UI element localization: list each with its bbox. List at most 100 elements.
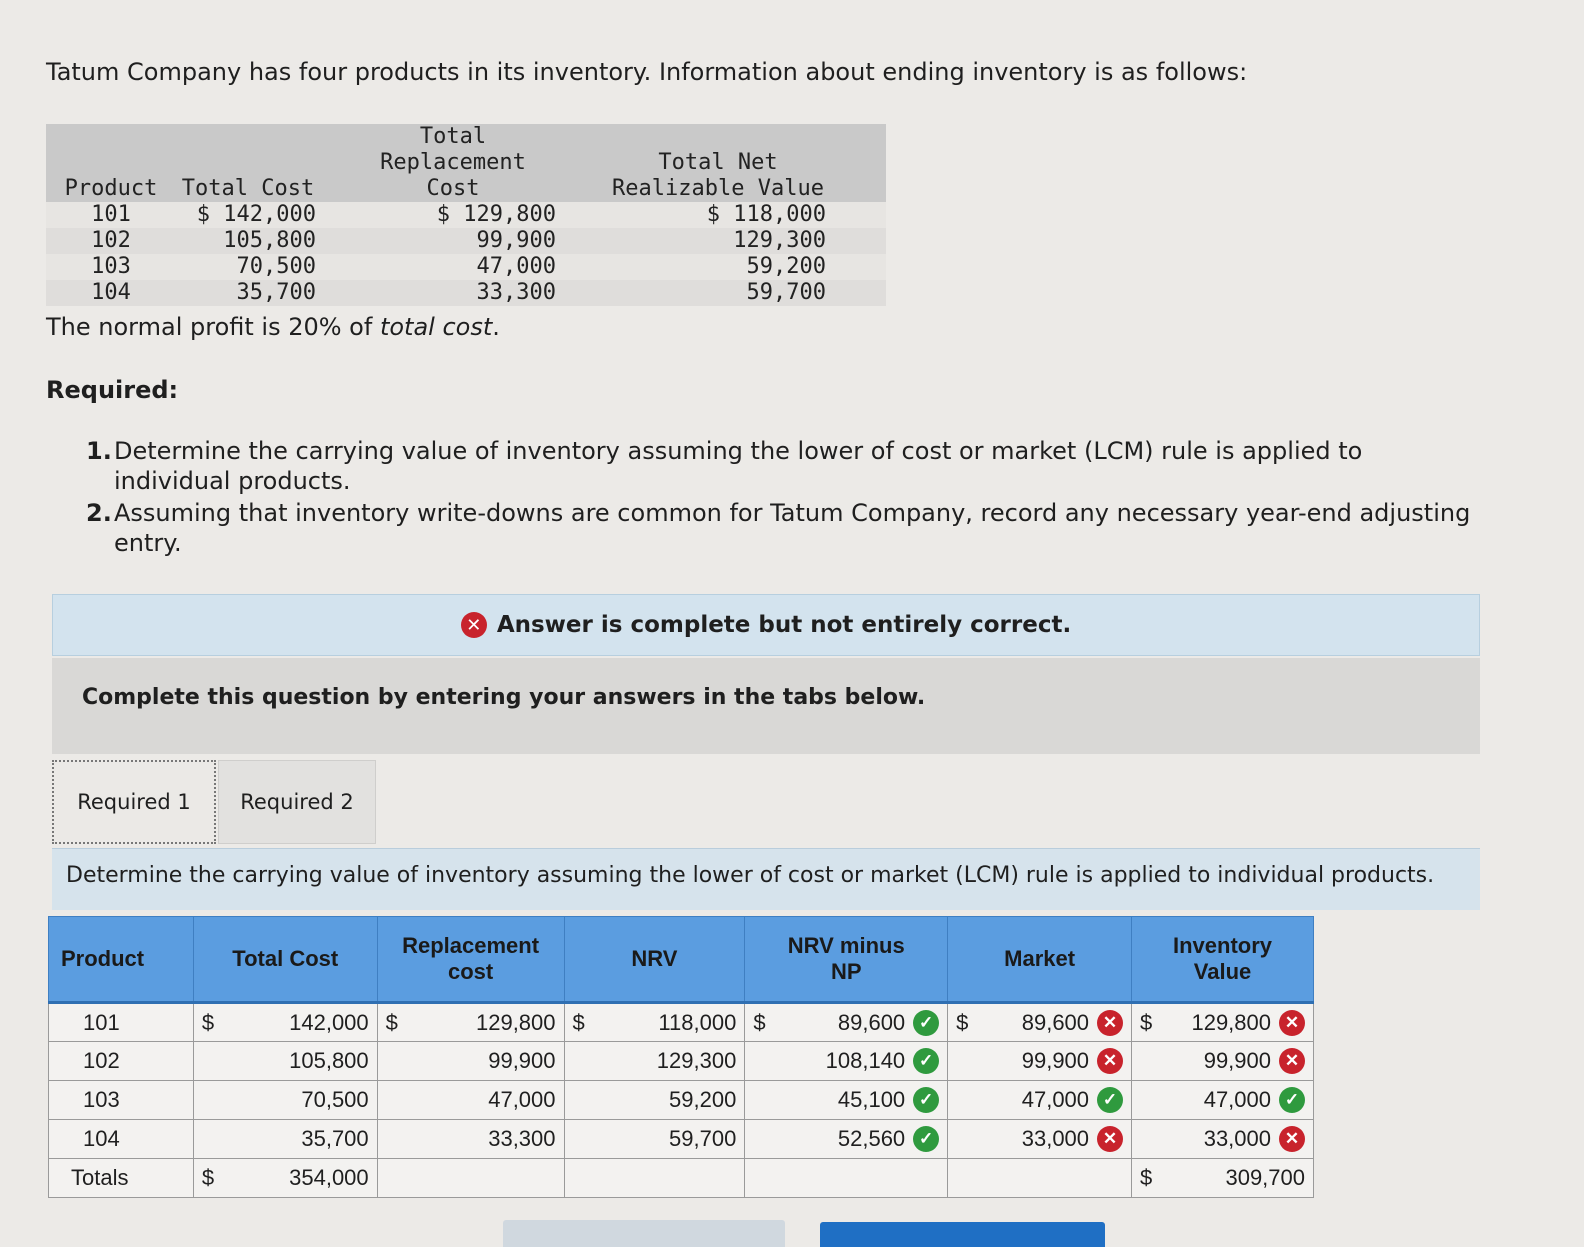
nrv-cell: 59,700 (563, 1119, 746, 1159)
given-header-nrv: Total Net Realizable Value (606, 124, 886, 202)
table-row: 101 $142,000 $129,800 $118,000 $89,600 ✓ $89,6… (48, 1002, 1314, 1042)
currency-symbol: $ (753, 1009, 766, 1035)
header-replacement-line1: Replacement (402, 933, 540, 958)
total-cost-total-value: 354,000 (289, 1165, 369, 1190)
given-nrv: $ 118,000 (606, 202, 886, 228)
prev-button[interactable] (503, 1220, 785, 1247)
next-button[interactable] (820, 1222, 1105, 1247)
replacement-cost-cell-value: 47,000 (488, 1087, 556, 1112)
product-cell: 104 (48, 1119, 194, 1159)
currency-symbol: $ (201, 1009, 215, 1035)
market-input[interactable]: $89,600 ✕ (947, 1002, 1133, 1042)
tab-label: Required 1 (77, 790, 191, 814)
market-input-value[interactable]: 47,000 (1021, 1087, 1090, 1112)
header-nrv: NRV (563, 916, 746, 1004)
normal-profit-before: The normal profit is 20% of (46, 313, 380, 341)
problem-intro: Tatum Company has four products in its i… (46, 58, 1248, 86)
nrv-cell-value: 59,700 (669, 1126, 737, 1151)
tab-required-2[interactable]: Required 2 (218, 760, 376, 844)
check-circle-icon: ✓ (913, 1009, 940, 1036)
requirement-text: Determine the carrying value of inventor… (114, 437, 1363, 495)
nrv-minus-np-input[interactable]: $89,600 ✓ (744, 1002, 949, 1042)
nrv-cell-value: 129,300 (656, 1048, 737, 1073)
given-replacement: 99,900 (346, 228, 606, 254)
header-inventory-value: Inventory Value (1131, 916, 1314, 1004)
total-cost-cell: 35,700 (192, 1119, 378, 1159)
header-replacement-cost: Replacement cost (376, 916, 565, 1004)
nrv-minus-np-input[interactable]: 45,100 ✓ (744, 1080, 949, 1120)
requirement-text: Assuming that inventory write-downs are … (114, 499, 1471, 557)
nrv-cell: $118,000 (563, 1002, 746, 1042)
inventory-value-input-value[interactable]: 33,000 (1203, 1126, 1271, 1151)
given-header-product: Product (46, 124, 176, 202)
inventory-value-input[interactable]: 99,900 ✕ (1131, 1041, 1314, 1081)
required-heading: Required: (46, 376, 179, 404)
inventory-value-input-value[interactable]: 47,000 (1203, 1087, 1271, 1112)
nrv-minus-np-input-value[interactable]: 45,100 (837, 1087, 906, 1112)
given-row: 101 $ 142,000 $ 129,800 $ 118,000 (46, 202, 886, 228)
tab-instruction: Determine the carrying value of inventor… (52, 848, 1480, 910)
inventory-value-input-value[interactable]: 129,800 (1191, 1009, 1271, 1035)
total-cost-cell-value: 142,000 (289, 1009, 369, 1035)
inventory-value-total: $309,700 (1131, 1158, 1314, 1198)
totals-row: Totals $354,000 $309,700 (48, 1158, 1314, 1198)
given-product: 102 (46, 228, 176, 254)
header-inventory-line1: Inventory (1173, 933, 1273, 958)
check-circle-icon: ✓ (913, 1048, 940, 1074)
check-circle-icon: ✓ (1279, 1087, 1305, 1113)
given-nrv: 59,200 (606, 254, 886, 280)
nrv-minus-np-input-value[interactable]: 108,140 (825, 1048, 906, 1073)
market-input-value[interactable]: 99,900 (1021, 1048, 1090, 1073)
header-inventory-line2: Value (1193, 959, 1252, 984)
nrv-minus-np-input[interactable]: 52,560 ✓ (744, 1119, 949, 1159)
given-nrv: 129,300 (606, 228, 886, 254)
nrv-cell-value: 118,000 (658, 1009, 737, 1035)
check-circle-icon: ✓ (913, 1126, 940, 1152)
x-circle-icon: ✕ (1279, 1126, 1305, 1152)
given-header-row: Product Total Cost Total Replacement Cost… (46, 124, 886, 202)
market-input[interactable]: 99,900 ✕ (947, 1041, 1133, 1081)
product-cell: 103 (48, 1080, 194, 1120)
result-banner-text: Answer is complete but not entirely corr… (496, 612, 1072, 638)
currency-symbol: $ (1140, 1009, 1153, 1035)
lcm-answer-table: Product Total Cost Replacement cost NRV N… (48, 916, 1314, 1198)
nrv-minus-np-input[interactable]: 108,140 ✓ (744, 1041, 949, 1081)
check-circle-icon: ✓ (913, 1087, 940, 1113)
market-input-value[interactable]: 33,000 (1021, 1126, 1090, 1151)
given-replacement: 47,000 (346, 254, 606, 280)
market-input[interactable]: 47,000 ✓ (947, 1080, 1133, 1120)
nrv-cell: 59,200 (563, 1080, 746, 1120)
currency-symbol: $ (572, 1009, 585, 1035)
nrv-total (563, 1158, 746, 1198)
total-cost-total: $354,000 (192, 1158, 378, 1198)
x-circle-icon: ✕ (1279, 1048, 1305, 1074)
nrv-cell-value: 59,200 (669, 1087, 737, 1112)
inventory-value-input[interactable]: 47,000 ✓ (1131, 1080, 1314, 1120)
requirement-item: 2. Assuming that inventory write-downs a… (86, 498, 1486, 558)
header-product: Product (48, 916, 194, 1004)
given-header-total-cost: Total Cost (176, 124, 346, 202)
x-circle-icon: ✕ (1279, 1009, 1305, 1036)
given-total-cost: $ 142,000 (176, 202, 346, 228)
given-replacement: $ 129,800 (346, 202, 606, 228)
nrv-minus-np-input-value[interactable]: 52,560 (837, 1126, 906, 1151)
market-input-value[interactable]: 89,600 (1021, 1009, 1090, 1035)
x-circle-icon: ✕ (460, 612, 487, 638)
total-cost-cell: 70,500 (192, 1080, 378, 1120)
market-input[interactable]: 33,000 ✕ (947, 1119, 1133, 1159)
tab-required-1[interactable]: Required 1 (52, 760, 216, 844)
inventory-value-input-value[interactable]: 99,900 (1203, 1048, 1271, 1073)
market-total (947, 1158, 1133, 1198)
nrv-minus-np-input-value[interactable]: 89,600 (837, 1009, 906, 1035)
product-cell: 101 (48, 1002, 194, 1042)
given-replacement: 33,300 (346, 280, 606, 306)
replacement-cost-cell-value: 33,300 (488, 1126, 556, 1151)
x-circle-icon: ✕ (1097, 1009, 1124, 1036)
header-nrv-minus-np: NRV minus NP (744, 916, 949, 1004)
given-header-nrv-line2: Realizable Value (612, 176, 824, 201)
inventory-value-input[interactable]: 33,000 ✕ (1131, 1119, 1314, 1159)
total-cost-cell: 105,800 (192, 1041, 378, 1081)
given-total-cost: 105,800 (176, 228, 346, 254)
nrv-np-total (744, 1158, 949, 1198)
inventory-value-input[interactable]: $129,800 ✕ (1131, 1002, 1314, 1042)
